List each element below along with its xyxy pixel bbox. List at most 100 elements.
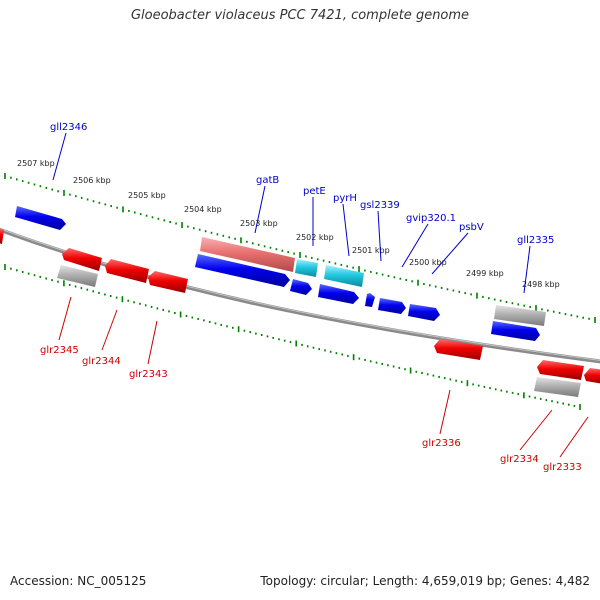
reverse-minor-tick <box>421 372 423 374</box>
forward-minor-tick <box>157 217 160 220</box>
reverse-minor-tick <box>249 331 251 334</box>
forward-minor-tick <box>257 243 260 246</box>
forward-minor-tick <box>287 251 289 254</box>
gene-glr2334-grey[interactable] <box>534 377 581 397</box>
gene-gvip320[interactable] <box>378 298 406 314</box>
forward-minor-tick <box>75 195 77 198</box>
gene-gll2335[interactable] <box>491 321 540 341</box>
reverse-minor-tick <box>449 378 452 381</box>
forward-minor-tick <box>458 290 461 293</box>
reverse-minor-tick <box>57 280 59 283</box>
forward-major-tick <box>299 252 301 258</box>
reverse-minor-tick <box>335 352 338 355</box>
reverse-minor-tick <box>477 384 480 387</box>
gene-glr2334[interactable] <box>537 360 584 380</box>
reverse-major-tick <box>523 392 525 399</box>
label-psbV[interactable]: psbV <box>459 222 484 233</box>
reverse-minor-tick <box>33 274 36 277</box>
label-gsl2339[interactable]: gsl2339 <box>360 200 400 211</box>
label-gll2346[interactable]: gll2346 <box>50 122 87 133</box>
gene-pyrH[interactable] <box>324 265 364 287</box>
reverse-major-tick <box>409 367 412 374</box>
forward-minor-tick <box>381 273 384 276</box>
gene-glr2345[interactable] <box>62 248 102 271</box>
forward-minor-tick <box>39 185 42 188</box>
gene-glr2333[interactable] <box>584 368 600 384</box>
forward-minor-tick <box>216 233 219 236</box>
gene-gll-pair3[interactable] <box>318 284 359 304</box>
label-petE[interactable]: petE <box>303 186 326 197</box>
gene-gatB[interactable] <box>200 237 295 272</box>
map-title: Gloeobacter violaceus PCC 7421, complete… <box>130 8 470 23</box>
gene-glr2336[interactable] <box>434 339 483 360</box>
forward-minor-tick <box>488 297 490 300</box>
reverse-minor-tick <box>21 271 24 273</box>
forward-major-tick <box>240 237 242 244</box>
reverse-minor-tick <box>104 293 106 296</box>
forward-major-tick <box>476 292 478 299</box>
forward-minor-tick <box>529 305 531 308</box>
label-glr2345[interactable]: glr2345 <box>40 345 79 356</box>
reverse-minor-tick <box>243 329 246 332</box>
reverse-minor-tick <box>278 338 280 341</box>
gene-gll-pair1[interactable] <box>195 254 290 287</box>
reverse-major-tick <box>63 280 65 287</box>
reverse-minor-tick <box>398 366 401 369</box>
forward-minor-tick <box>340 263 343 266</box>
reverse-minor-tick <box>528 395 531 398</box>
reverse-major-tick <box>466 380 469 387</box>
reverse-minor-tick <box>10 267 12 270</box>
label-gll2335[interactable]: gll2335 <box>517 235 554 246</box>
reverse-major-tick <box>121 296 124 303</box>
label-glr2336[interactable]: glr2336 <box>422 438 461 449</box>
reverse-minor-tick <box>272 336 274 339</box>
label-glr2334[interactable]: glr2334 <box>500 454 539 465</box>
label-glr2344[interactable]: glr2344 <box>82 356 121 367</box>
reverse-minor-tick <box>301 343 303 346</box>
forward-major-tick <box>63 189 65 196</box>
reverse-minor-tick <box>39 275 42 278</box>
gene-psbV[interactable] <box>408 304 440 321</box>
gene-gsl2339[interactable] <box>365 293 375 307</box>
forward-minor-tick <box>328 261 331 264</box>
kbp-label-2499: 2499 kbp <box>466 269 504 278</box>
kbp-label-2505: 2505 kbp <box>128 191 166 200</box>
forward-minor-tick <box>275 248 278 251</box>
kbp-label-2502: 2502 kbp <box>296 233 334 242</box>
forward-minor-tick <box>222 234 225 237</box>
gene-glr2344[interactable] <box>105 259 149 283</box>
forward-minor-tick <box>104 203 107 206</box>
gene-gll2346[interactable] <box>15 206 66 230</box>
label-pyrH[interactable]: pyrH <box>333 193 357 204</box>
reverse-minor-tick <box>404 368 406 371</box>
forward-minor-tick <box>511 302 514 305</box>
forward-minor-tick <box>570 314 573 317</box>
label-glr2333[interactable]: glr2333 <box>543 462 582 473</box>
forward-gene-labels: gll2346 gatB petE pyrH gsl2339 gvip320.1… <box>50 122 554 246</box>
reverse-minor-tick <box>226 325 228 328</box>
forward-minor-tick <box>175 222 177 225</box>
reverse-minor-tick <box>347 354 349 357</box>
forward-minor-tick <box>86 198 89 201</box>
label-glr2343[interactable]: glr2343 <box>129 369 168 380</box>
reverse-minor-tick <box>426 373 429 376</box>
gene-glr2343[interactable] <box>148 271 188 293</box>
reverse-minor-tick <box>80 287 83 290</box>
gene-grey-forward[interactable] <box>494 305 546 326</box>
forward-minor-tick <box>482 295 484 298</box>
forward-minor-tick <box>69 193 71 196</box>
reverse-minor-tick <box>98 291 100 294</box>
forward-major-tick <box>594 317 596 323</box>
reverse-minor-tick <box>568 403 570 406</box>
reverse-minor-tick <box>506 390 508 393</box>
forward-minor-tick <box>187 225 189 228</box>
label-gvip320[interactable]: gvip320.1 <box>406 213 456 224</box>
gene-edge-left[interactable] <box>0 228 4 244</box>
label-gatB[interactable]: gatB <box>256 175 279 186</box>
forward-minor-tick <box>193 227 195 230</box>
gene-gll-pair2[interactable] <box>290 279 312 295</box>
gene-glr2345-grey[interactable] <box>57 265 98 287</box>
reverse-minor-tick <box>162 308 164 311</box>
gene-petE[interactable] <box>295 259 318 277</box>
